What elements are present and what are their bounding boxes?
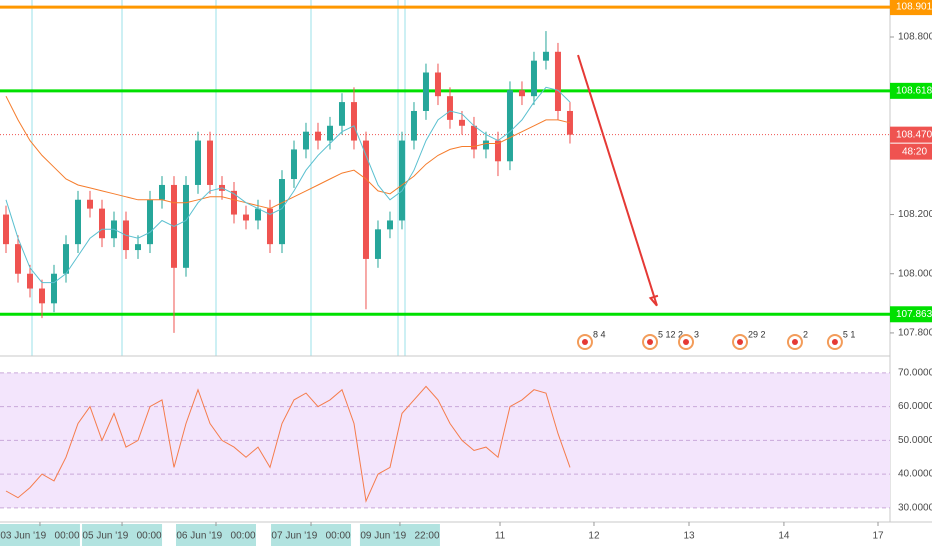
event-dot bbox=[581, 339, 588, 345]
candle-body bbox=[494, 140, 501, 162]
level-badge bbox=[890, 0, 932, 16]
candle-body bbox=[254, 208, 261, 221]
candle-body bbox=[134, 244, 141, 251]
event-label: 5 1 bbox=[843, 329, 856, 339]
event-label: 8 4 bbox=[593, 329, 606, 339]
candle-body bbox=[458, 119, 465, 126]
candle-body bbox=[362, 140, 369, 259]
x-tick-box bbox=[175, 524, 256, 546]
x-tick-label: 06 Jun '19 00:00 bbox=[176, 531, 256, 542]
rsi-tick-label: 60.0000 bbox=[898, 401, 932, 412]
y-tick-label: 108.200 bbox=[898, 209, 932, 220]
candle-body bbox=[446, 96, 453, 120]
candle-body bbox=[506, 90, 513, 162]
x-tick-label: 12 bbox=[588, 531, 600, 542]
event-label: 2 bbox=[803, 329, 808, 339]
candle-body bbox=[206, 140, 213, 185]
candle-body bbox=[530, 60, 537, 97]
candle-body bbox=[26, 273, 33, 289]
candle-body bbox=[398, 140, 405, 221]
candle-body bbox=[230, 190, 237, 215]
x-tick-label: 05 Jun '19 00:00 bbox=[82, 531, 162, 542]
candle-body bbox=[290, 149, 297, 180]
x-tick-box bbox=[359, 524, 440, 546]
candle-body bbox=[350, 102, 357, 141]
arrow-line bbox=[577, 54, 658, 306]
candle-body bbox=[278, 179, 285, 245]
x-tick-label: 17 bbox=[872, 531, 884, 542]
candle-body bbox=[74, 199, 81, 245]
candle-body bbox=[62, 244, 69, 274]
x-tick-box bbox=[271, 524, 352, 546]
candle-body bbox=[50, 273, 57, 304]
x-tick-label: 13 bbox=[683, 531, 695, 542]
event-label: 5 12 2 bbox=[658, 329, 683, 339]
candle-body bbox=[554, 51, 561, 111]
candle-body bbox=[38, 288, 45, 304]
candle-body bbox=[542, 51, 549, 61]
candle-body bbox=[182, 184, 189, 268]
level-badge bbox=[890, 82, 932, 99]
event-dot bbox=[683, 339, 690, 345]
session-lines bbox=[31, 0, 406, 356]
candle-body bbox=[158, 184, 165, 200]
event-dot bbox=[831, 339, 838, 345]
level-label: 108.901 bbox=[896, 2, 932, 13]
candle-body bbox=[2, 214, 9, 245]
rsi-tick-label: 30.0000 bbox=[898, 502, 932, 513]
candle-body bbox=[338, 102, 345, 126]
event-dot bbox=[791, 339, 798, 345]
x-tick-label: 07 Jun '19 00:00 bbox=[271, 531, 351, 542]
rsi-tick-label: 40.0000 bbox=[898, 469, 932, 480]
level-label: 107.863 bbox=[896, 309, 932, 320]
y-tick-label: 108.000 bbox=[898, 268, 932, 279]
moving-average bbox=[5, 86, 571, 284]
candle-body bbox=[242, 214, 249, 221]
x-tick-label: 14 bbox=[778, 531, 790, 542]
x-tick-box bbox=[0, 524, 80, 546]
level-badge bbox=[890, 306, 932, 323]
level-badge bbox=[890, 126, 932, 143]
candle-body bbox=[194, 140, 201, 185]
candle-body bbox=[98, 208, 105, 239]
candle-body bbox=[470, 125, 477, 150]
x-tick-box bbox=[82, 524, 163, 546]
countdown: 48:20 bbox=[902, 146, 927, 157]
candle-body bbox=[482, 140, 489, 150]
countdown-badge bbox=[890, 143, 932, 160]
level-label: 108.618 bbox=[896, 85, 932, 96]
x-tick-label: 03 Jun '19 00:00 bbox=[0, 531, 80, 542]
x-tick-label: 09 Jun '19 22:00 bbox=[360, 531, 440, 542]
arrow-head bbox=[648, 294, 659, 307]
candle-body bbox=[86, 199, 93, 209]
candle-body bbox=[266, 208, 273, 245]
level-label: 108.470 bbox=[896, 129, 932, 140]
rsi-tick-label: 50.0000 bbox=[898, 435, 932, 446]
event-label: 3 bbox=[694, 329, 699, 339]
candle-body bbox=[314, 131, 321, 141]
candle-body bbox=[374, 229, 381, 259]
candle-body bbox=[410, 110, 417, 141]
y-tick-label: 107.800 bbox=[898, 328, 932, 339]
event-label: 29 2 bbox=[748, 329, 766, 339]
candle-body bbox=[386, 220, 393, 230]
candle-body bbox=[146, 199, 153, 245]
event-dot bbox=[647, 339, 654, 345]
event-dot bbox=[737, 339, 744, 345]
y-tick-label: 108.800 bbox=[898, 32, 932, 43]
candle-body bbox=[434, 72, 441, 97]
candle-body bbox=[14, 244, 21, 274]
rsi-line bbox=[5, 385, 571, 503]
candle-body bbox=[518, 90, 525, 97]
rsi-tick-label: 70.0000 bbox=[898, 368, 932, 379]
x-tick-label: 11 bbox=[495, 531, 506, 542]
candle-body bbox=[326, 125, 333, 141]
candle-body bbox=[302, 131, 309, 150]
candle-body bbox=[422, 72, 429, 111]
